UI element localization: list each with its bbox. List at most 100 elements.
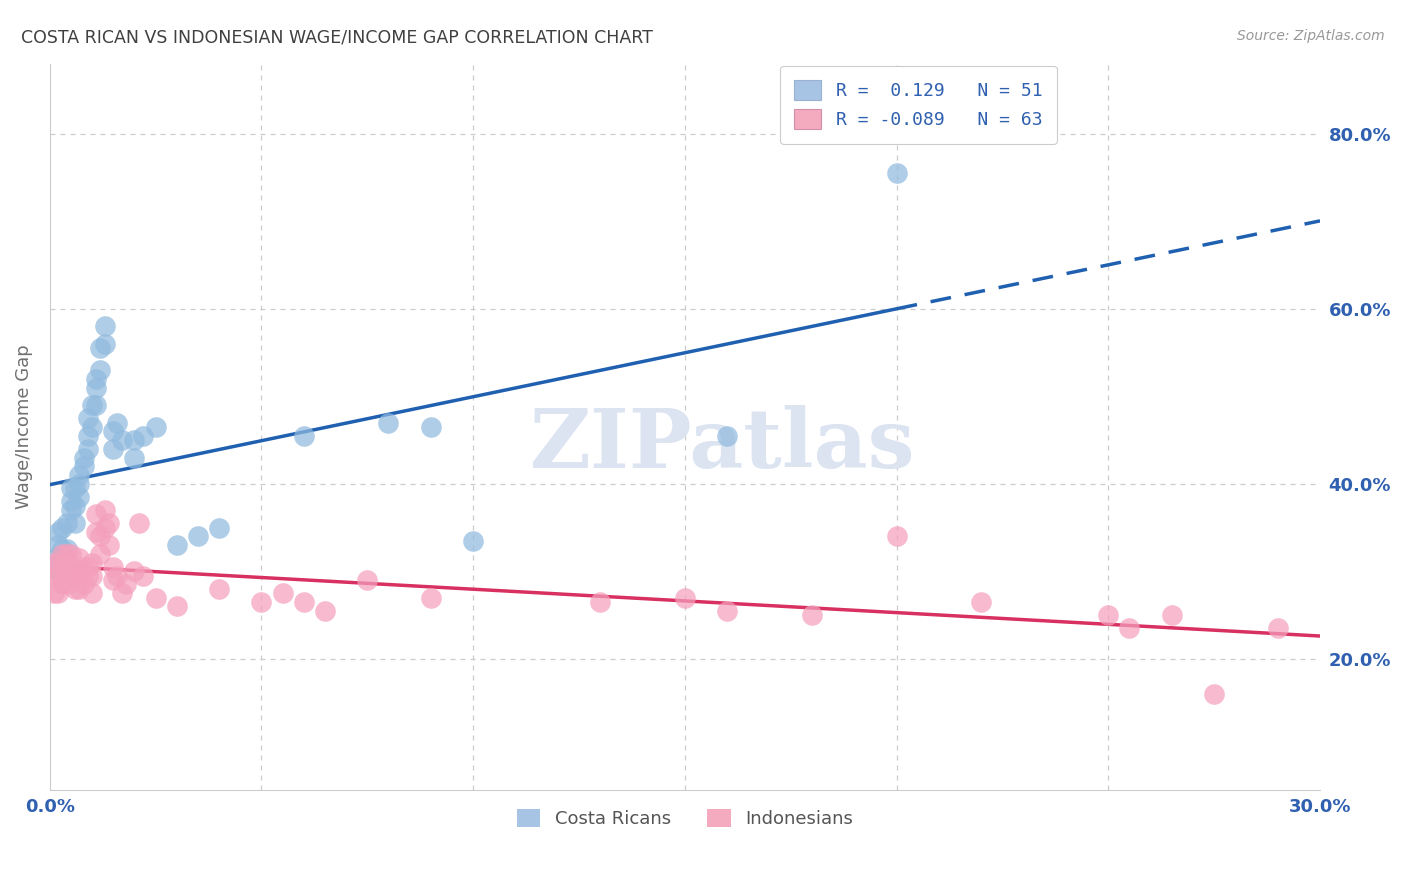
Point — [419, 591, 441, 605]
Point — [419, 420, 441, 434]
Point — [67, 564, 90, 578]
Point — [292, 595, 315, 609]
Point — [63, 582, 86, 596]
Point — [463, 533, 485, 548]
Point — [76, 442, 98, 456]
Point — [1267, 621, 1289, 635]
Point — [51, 520, 73, 534]
Point — [1118, 621, 1140, 635]
Point — [970, 595, 993, 609]
Point — [84, 372, 107, 386]
Point — [42, 560, 65, 574]
Point — [59, 547, 82, 561]
Point — [208, 582, 231, 596]
Point — [59, 494, 82, 508]
Point — [63, 564, 86, 578]
Point — [55, 547, 77, 561]
Point — [63, 499, 86, 513]
Point — [76, 428, 98, 442]
Point — [111, 586, 134, 600]
Point — [80, 398, 103, 412]
Point — [67, 582, 90, 596]
Point — [107, 568, 129, 582]
Text: ZIPatlas: ZIPatlas — [530, 405, 915, 485]
Point — [72, 459, 94, 474]
Point — [76, 560, 98, 574]
Point — [67, 468, 90, 483]
Point — [59, 481, 82, 495]
Point — [103, 573, 125, 587]
Point — [124, 564, 146, 578]
Point — [800, 607, 823, 622]
Point — [76, 568, 98, 582]
Point — [124, 433, 146, 447]
Point — [59, 503, 82, 517]
Point — [46, 564, 69, 578]
Point — [46, 586, 69, 600]
Point — [208, 520, 231, 534]
Point — [89, 341, 111, 355]
Point — [55, 542, 77, 557]
Point — [250, 595, 273, 609]
Point — [128, 516, 150, 531]
Point — [886, 166, 908, 180]
Point — [67, 490, 90, 504]
Point — [72, 450, 94, 465]
Text: COSTA RICAN VS INDONESIAN WAGE/INCOME GAP CORRELATION CHART: COSTA RICAN VS INDONESIAN WAGE/INCOME GA… — [21, 29, 652, 46]
Point — [716, 604, 738, 618]
Point — [1160, 607, 1182, 622]
Point — [59, 560, 82, 574]
Point — [187, 529, 209, 543]
Point — [103, 425, 125, 439]
Point — [51, 542, 73, 557]
Point — [42, 586, 65, 600]
Point — [89, 363, 111, 377]
Point — [59, 568, 82, 582]
Point — [356, 573, 378, 587]
Point — [166, 538, 188, 552]
Point — [46, 556, 69, 570]
Point — [51, 556, 73, 570]
Point — [80, 568, 103, 582]
Point — [97, 516, 120, 531]
Point — [103, 442, 125, 456]
Point — [132, 568, 155, 582]
Point — [1097, 607, 1119, 622]
Point — [51, 577, 73, 591]
Point — [93, 337, 115, 351]
Point — [97, 538, 120, 552]
Point — [589, 595, 612, 609]
Point — [93, 319, 115, 334]
Point — [76, 411, 98, 425]
Point — [67, 551, 90, 566]
Point — [132, 428, 155, 442]
Point — [111, 433, 134, 447]
Point — [124, 450, 146, 465]
Point — [271, 586, 294, 600]
Point — [89, 529, 111, 543]
Point — [314, 604, 336, 618]
Point — [80, 556, 103, 570]
Point — [80, 586, 103, 600]
Point — [42, 551, 65, 566]
Point — [63, 481, 86, 495]
Point — [51, 560, 73, 574]
Point — [67, 476, 90, 491]
Point — [1204, 687, 1226, 701]
Point — [107, 416, 129, 430]
Text: Source: ZipAtlas.com: Source: ZipAtlas.com — [1237, 29, 1385, 43]
Point — [89, 547, 111, 561]
Point — [55, 577, 77, 591]
Point — [55, 516, 77, 531]
Point — [42, 556, 65, 570]
Point — [55, 556, 77, 570]
Point — [115, 577, 138, 591]
Point — [51, 547, 73, 561]
Point — [72, 577, 94, 591]
Point — [72, 560, 94, 574]
Point — [103, 560, 125, 574]
Point — [716, 428, 738, 442]
Point — [166, 599, 188, 614]
Point — [93, 503, 115, 517]
Point — [292, 428, 315, 442]
